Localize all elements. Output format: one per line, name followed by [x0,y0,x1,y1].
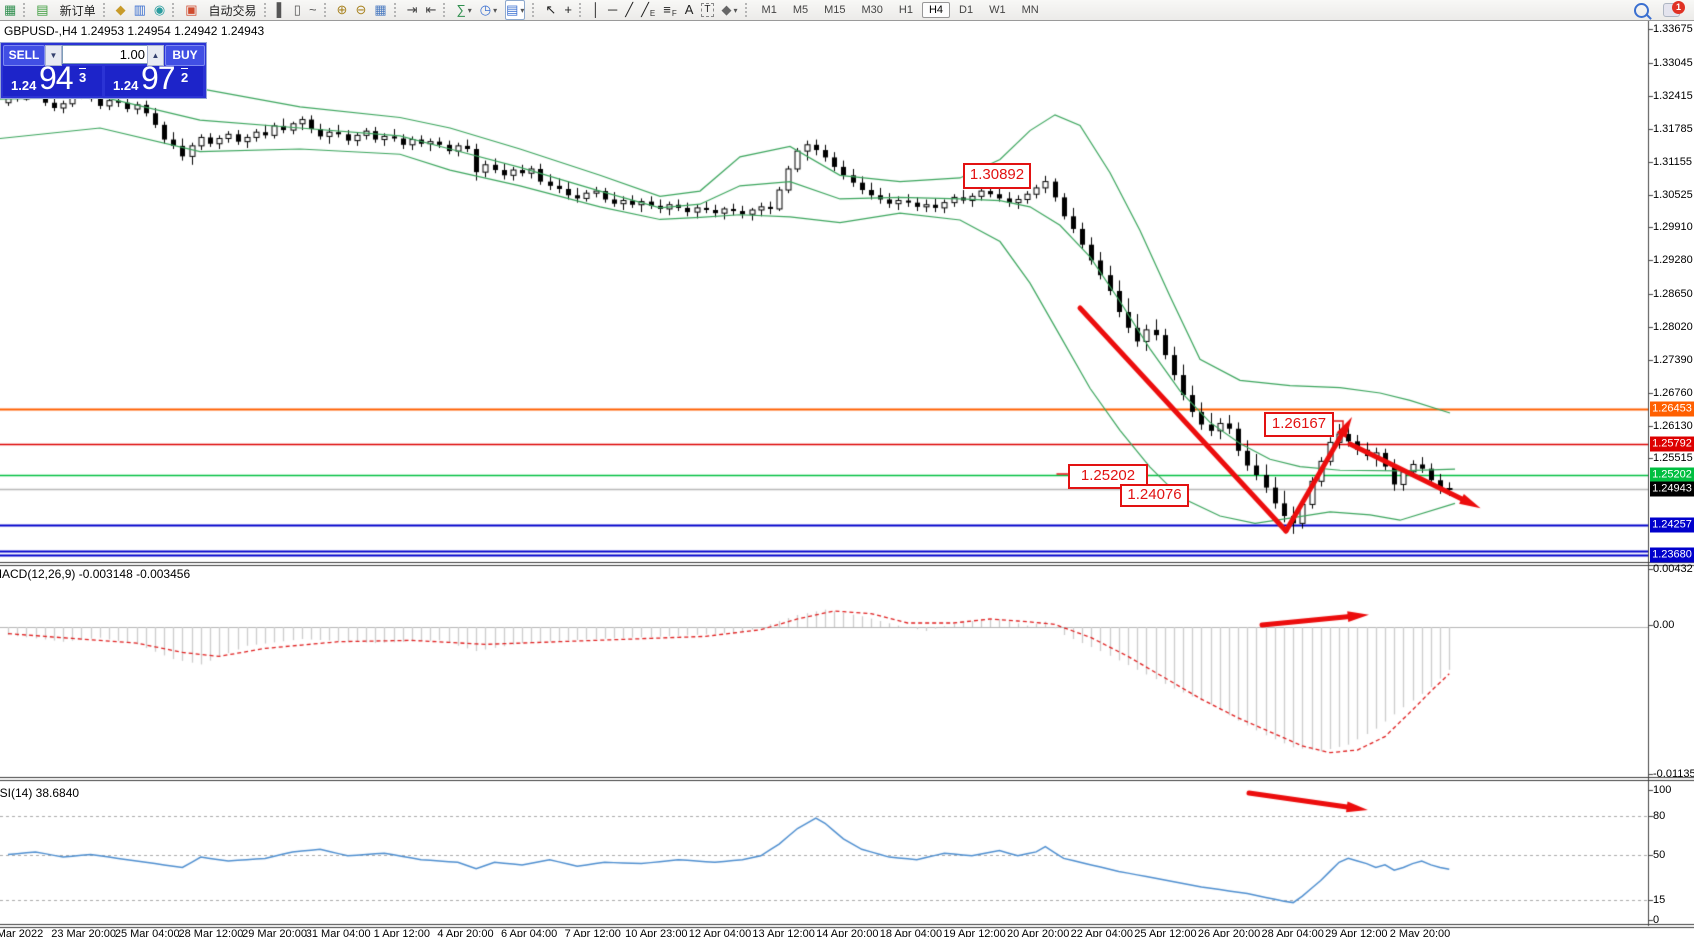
volume-increase-button[interactable]: ▲ [147,45,164,66]
cursor-icon[interactable]: ↖ [545,2,557,17]
sell-price-big-digits: 94 [39,60,74,96]
macd-label: MACD(12,26,9) -0.003148 -0.003456 [0,567,191,581]
toolbar-grip [323,3,329,17]
sell-price-pip-fraction: 3 [79,68,87,85]
autotrading-icon[interactable]: ▣ [185,2,198,17]
toolbar-grip [578,3,584,17]
periods-icon[interactable]: ◷ ▾ [479,2,498,17]
market-watch-icon[interactable]: ▥ [133,2,146,17]
volume-decrease-button[interactable]: ▼ [45,45,62,66]
text-label-icon[interactable]: T [701,1,714,19]
timeframe-h4-button[interactable]: H4 [921,2,951,18]
timeframe-m30-button[interactable]: M30 [861,4,883,16]
crosshair-icon[interactable]: + [564,2,572,17]
new-order-icon[interactable]: ▤ [36,2,49,17]
sell-button[interactable]: SELL [3,45,45,66]
toolbar-grip [443,3,448,17]
toolbar-grip [263,3,269,17]
symbol-ohlc-line: GBPUSD-,H4 1.24953 1.24954 1.24942 1.249… [4,24,265,38]
timeframe-m15-button[interactable]: M15 [824,4,846,16]
toolbar-grip [102,3,108,17]
rsi-label: RSI(14) 38.6840 [0,786,80,800]
timeframe-m1-button[interactable]: M1 [761,4,777,16]
bar-chart-icon[interactable]: ▌ [276,2,286,17]
toolbar-grip [532,3,537,17]
toolbar: ▦ ▤ 新订单 ◆ ▥ ◉ ▣ 自动交易 ▌ ▯ ~ ⊕ ⊖ ▦ ⇥ ⇤ ∑ ▾ ◷ ▾ ▤ ▾ ↖ + │ ─ ╱ ╱ E ≡ F A T ◆ ▾… [0,0,1694,21]
text-icon[interactable]: A [684,2,694,17]
arrows-icon[interactable]: ◆ ▾ [721,2,738,17]
auto-scroll-icon[interactable]: ⇥ [406,2,418,17]
candlestick-chart-icon[interactable]: ▯ [293,2,301,17]
volume-input[interactable] [62,45,149,64]
one-click-trading-panel: SELL ▼ ▲ BUY 1.24 94 3 1.24 97 2 [0,42,207,99]
equidistant-channel-icon[interactable]: ╱ E [641,2,656,18]
sell-price-display[interactable]: 1.24 94 3 [3,60,102,96]
fibonacci-icon[interactable]: ≡ F [663,2,677,18]
chart-shift-icon[interactable]: ⇤ [425,2,437,17]
trendline-icon[interactable]: ╱ [625,2,634,17]
notification-badge: 1 [1672,1,1685,14]
notifications-icon[interactable]: 1 [1663,1,1685,17]
buy-price-pip-fraction: 2 [181,68,189,85]
timeframe-w1-button[interactable]: W1 [989,4,1006,16]
navigator-icon[interactable]: ◉ [153,2,166,17]
toolbar-grip [172,3,177,17]
sell-price-prefix: 1.24 [11,78,37,93]
timeframe-mn-button[interactable]: MN [1021,4,1039,16]
search-icon[interactable] [1634,2,1652,20]
indicators-icon[interactable]: ∑ ▾ [456,2,472,17]
zoom-out-icon[interactable]: ⊖ [355,2,367,17]
buy-price-display[interactable]: 1.24 97 2 [105,60,203,96]
toolbar-grip [23,3,28,17]
history-center-icon[interactable]: ◆ [115,2,126,17]
templates-icon[interactable]: ▤ ▾ [505,0,526,20]
buy-price-prefix: 1.24 [113,78,139,93]
horizontal-line-icon[interactable]: ─ [608,2,618,17]
timeframe-m5-button[interactable]: M5 [792,4,809,16]
toolbar-grip [744,3,750,17]
buy-price-big-digits: 97 [141,60,176,96]
autotrading-label: 自动交易 [208,3,257,18]
buy-button[interactable]: BUY [165,45,205,66]
line-chart-icon[interactable]: ~ [308,2,317,17]
new-chart-icon[interactable]: ▦ [4,2,17,17]
zoom-in-icon[interactable]: ⊕ [336,2,348,17]
toolbar-grip [393,3,399,17]
new-order-label: 新订单 [59,3,96,18]
timeframe-d1-button[interactable]: D1 [959,4,974,16]
tile-windows-icon[interactable]: ▦ [374,2,387,17]
vertical-line-icon[interactable]: │ [591,2,601,17]
timeframe-h1-button[interactable]: H1 [898,4,913,16]
